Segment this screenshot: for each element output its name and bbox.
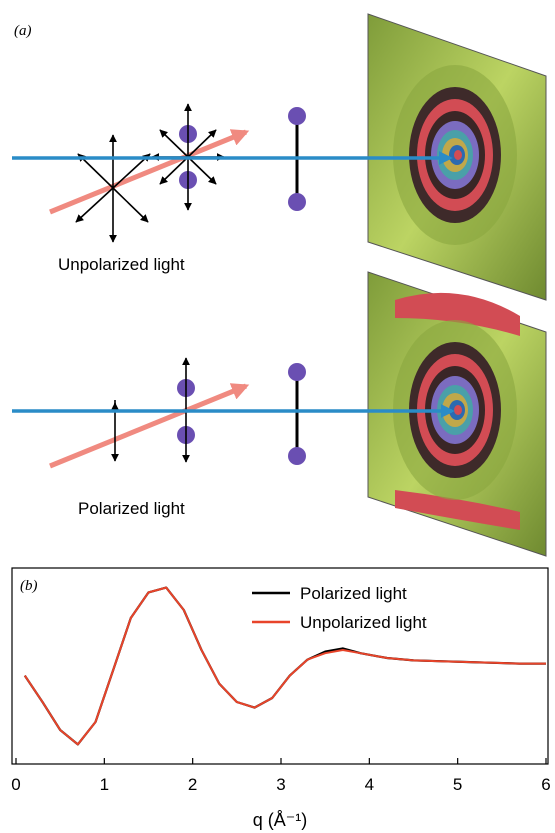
chart-panel-b: (b) 0 1 2 3 4 5 6 Polarized light Unpolarized … bbox=[11, 567, 551, 830]
polarization-star-1 bbox=[75, 134, 151, 243]
legend: Polarized light Unpolarized light bbox=[252, 584, 427, 632]
x-tick-label-4: 4 bbox=[365, 775, 374, 794]
x-tick-label-6: 6 bbox=[541, 775, 550, 794]
unpolarized-scheme: Unpolarized light bbox=[12, 103, 453, 274]
atom-bottom-right-upper bbox=[288, 363, 306, 381]
anisotropy-band-bottom bbox=[395, 490, 520, 530]
series-layer bbox=[23, 586, 546, 746]
series-line-polarized bbox=[23, 586, 546, 746]
x-axis-tick-labels: 0 1 2 3 4 5 6 bbox=[11, 775, 550, 794]
panel-a-label: (a) bbox=[14, 23, 32, 39]
x-tick-label-3: 3 bbox=[276, 775, 285, 794]
panel-b-label: (b) bbox=[20, 578, 38, 594]
atom-top-right-upper bbox=[288, 107, 306, 125]
anisotropy-band-top bbox=[395, 292, 520, 336]
x-tick-label-2: 2 bbox=[188, 775, 197, 794]
atom-bottom-right-lower bbox=[288, 447, 306, 465]
x-axis-label: q (Å⁻¹) bbox=[253, 810, 308, 830]
detector-top bbox=[367, 13, 547, 301]
polarized-scheme: Polarized light bbox=[12, 357, 455, 518]
chart-plot-frame bbox=[11, 567, 549, 765]
atom-top-right-lower bbox=[288, 193, 306, 211]
scatter-rings-bottom bbox=[393, 320, 517, 500]
legend-label-polarized: Polarized light bbox=[300, 584, 407, 603]
x-tick-label-1: 1 bbox=[100, 775, 109, 794]
incoming-arrow-bottom bbox=[49, 383, 250, 469]
detector-bottom bbox=[367, 271, 547, 557]
legend-label-unpolarized: Unpolarized light bbox=[300, 613, 427, 632]
x-tick-label-5: 5 bbox=[453, 775, 462, 794]
series-line-unpolarized bbox=[23, 586, 546, 746]
x-tick-label-0: 0 bbox=[11, 775, 20, 794]
polarized-caption: Polarized light bbox=[78, 499, 185, 518]
x-axis-ticks bbox=[15, 758, 547, 764]
incoming-arrow-top bbox=[49, 129, 250, 215]
unpolarized-caption: Unpolarized light bbox=[58, 255, 185, 274]
scatter-rings-top bbox=[393, 65, 517, 245]
